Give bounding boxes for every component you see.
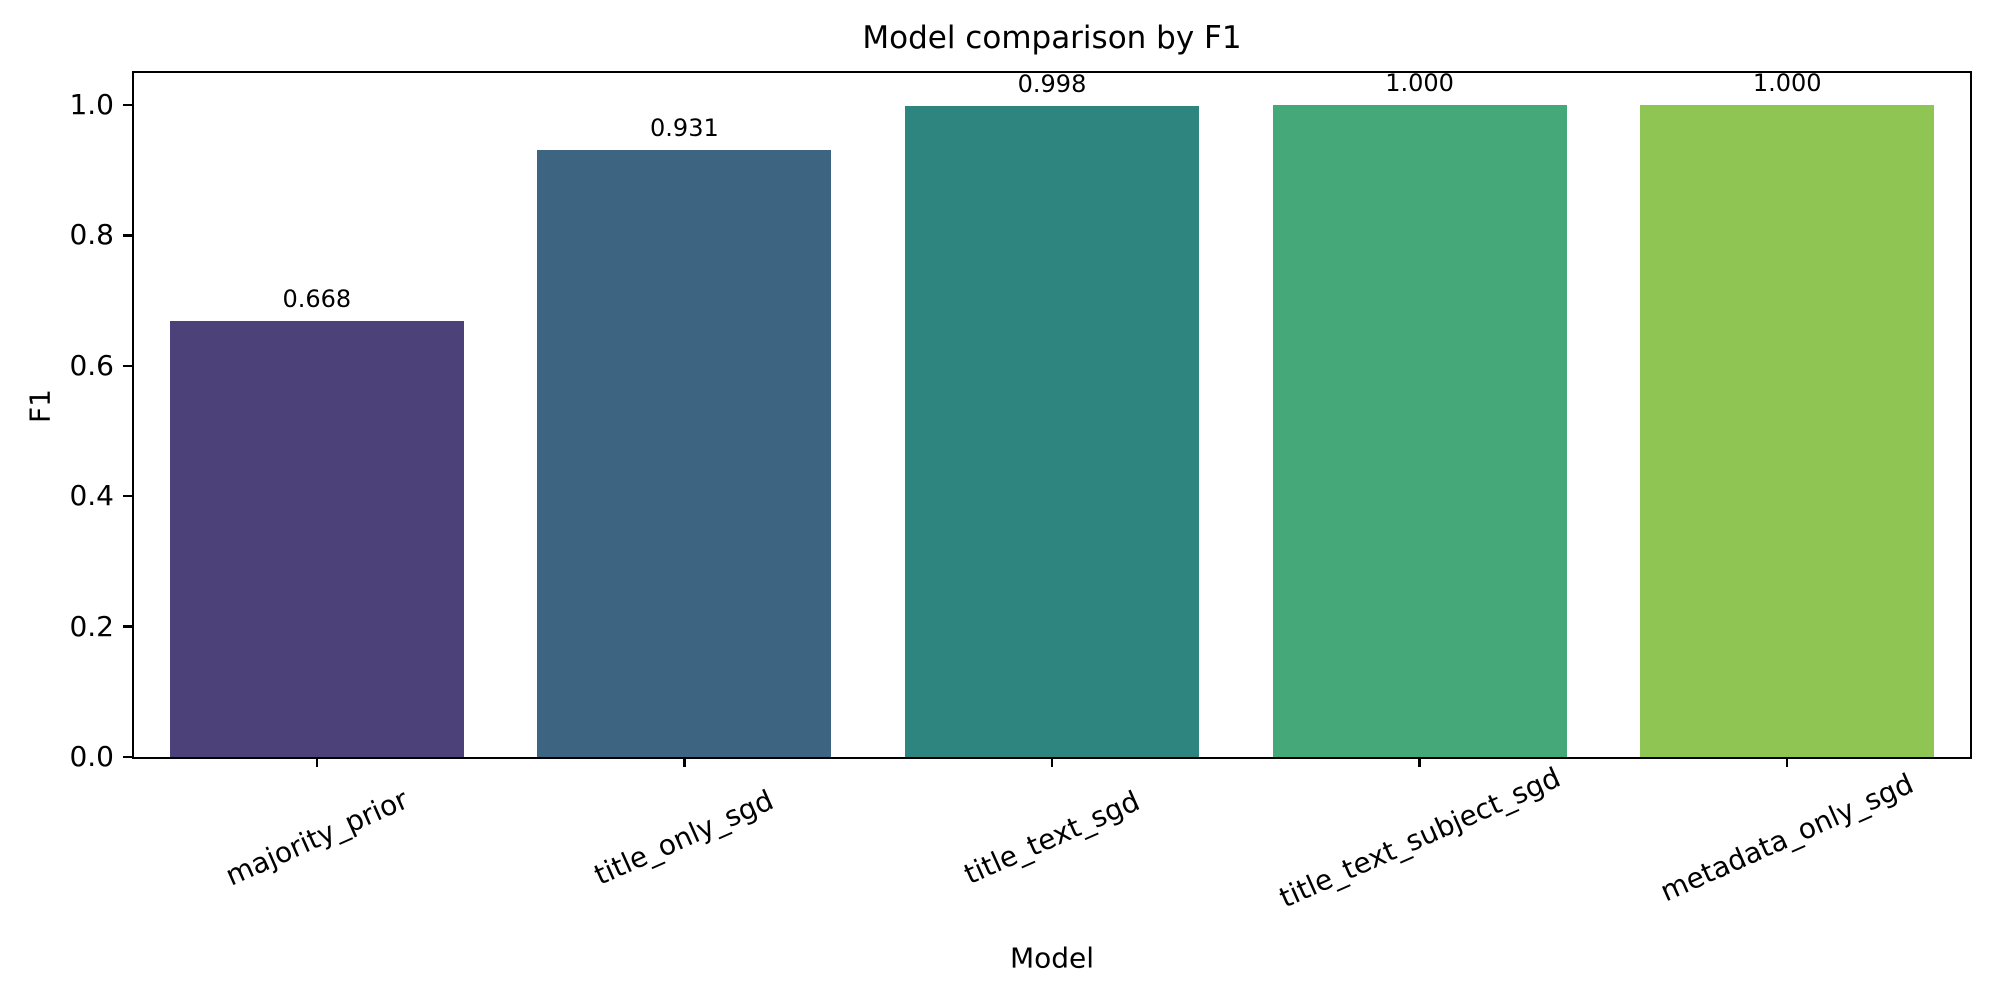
y-tick-mark	[123, 103, 133, 107]
y-tick-label: 1.0	[69, 88, 114, 121]
x-tick-label-title_text_sgd: title_text_sgd	[959, 784, 1145, 891]
y-tick-mark	[123, 755, 133, 759]
x-tick-label-majority_prior: majority_prior	[220, 782, 413, 893]
bar-title_text_subject_sgd	[1272, 105, 1567, 757]
bar-metadata_only_sgd	[1640, 105, 1935, 757]
bar-value-label: 0.931	[650, 113, 719, 142]
x-tick-label-title_text_subject_sgd: title_text_subject_sgd	[1273, 760, 1565, 915]
bar-title_text_sgd	[905, 106, 1199, 757]
y-tick-mark	[123, 494, 133, 498]
y-tick-label: 0.6	[69, 348, 114, 382]
y-axis-label: F1	[23, 389, 57, 423]
x-tick-label-metadata_only_sgd: metadata_only_sgd	[1655, 766, 1919, 909]
x-tick-mark	[1050, 757, 1054, 767]
x-tick-mark	[1418, 757, 1421, 767]
x-tick-mark	[315, 757, 319, 767]
y-tick-label: 0.4	[69, 479, 114, 513]
bar-value-label: 1.000	[1385, 69, 1454, 97]
bar-majority_prior	[169, 321, 464, 757]
y-tick-mark	[123, 234, 133, 237]
chart-title: Model comparison by F1	[862, 20, 1242, 56]
x-tick-mark	[683, 757, 686, 767]
y-tick-label: 0.0	[69, 740, 114, 773]
bar-value-label: 1.000	[1752, 69, 1822, 97]
y-tick-mark	[123, 364, 133, 368]
bar-value-label: 0.668	[282, 285, 352, 314]
bar-value-label: 0.998	[1017, 70, 1087, 99]
y-tick-label: 0.8	[69, 218, 114, 252]
y-tick-label: 0.2	[69, 609, 114, 643]
x-axis-label: Model	[1009, 941, 1095, 975]
y-tick-mark	[123, 625, 133, 628]
x-tick-mark	[1785, 757, 1789, 767]
x-tick-label-title_only_sgd: title_only_sgd	[589, 783, 779, 892]
bar-title_only_sgd	[537, 149, 832, 757]
